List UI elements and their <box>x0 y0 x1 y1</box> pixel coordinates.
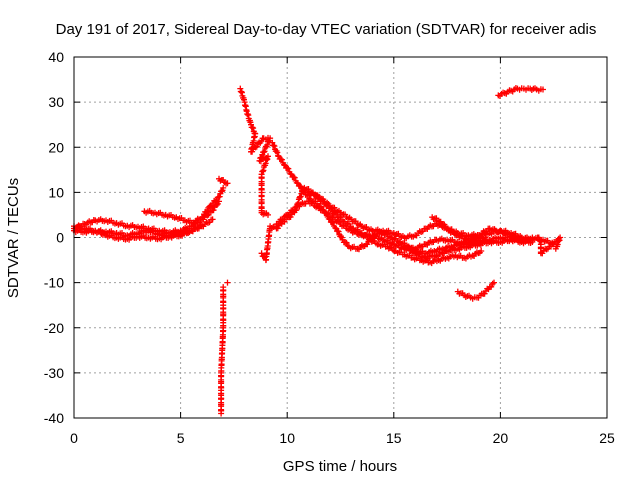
y-axis-title: SDTVAR / TECUs <box>5 178 22 298</box>
x-tick-label: 25 <box>599 430 615 446</box>
tick-labels: 0 5 10 15 20 25 40 30 20 10 0 -10 -20 -30 -40 <box>44 49 615 446</box>
data-point <box>277 156 284 162</box>
data-point <box>203 209 210 216</box>
data-point <box>297 183 303 190</box>
x-tick-label: 15 <box>386 430 402 446</box>
data-point <box>250 125 257 132</box>
data-point <box>200 214 206 220</box>
data-point <box>216 193 223 200</box>
data-point <box>343 239 350 246</box>
y-tick-label: -20 <box>44 320 64 336</box>
series-track-d <box>141 184 227 226</box>
data-point <box>210 207 217 214</box>
data-point <box>290 207 297 214</box>
data-point <box>491 279 497 286</box>
x-tick-label: 10 <box>279 430 295 446</box>
data-point <box>204 208 211 215</box>
data-point <box>249 148 256 155</box>
series-track-n <box>495 85 546 99</box>
y-tick-label: -40 <box>44 410 64 426</box>
chart-title: Day 191 of 2017, Sidereal Day-to-day VTE… <box>56 21 597 38</box>
data-point <box>278 156 285 163</box>
data-point <box>209 216 216 223</box>
data-point <box>198 221 205 228</box>
data-point <box>364 241 371 248</box>
data-point <box>478 248 485 254</box>
data-point <box>220 184 227 191</box>
data-point <box>218 410 225 417</box>
data-point <box>278 217 285 223</box>
data-point <box>274 149 281 156</box>
x-tick-label: 0 <box>70 430 78 446</box>
data-point <box>258 250 265 257</box>
data-point <box>265 138 271 145</box>
data-point <box>284 165 291 171</box>
data-point <box>324 199 331 206</box>
data-point <box>212 198 219 205</box>
x-tick-label: 5 <box>177 430 185 446</box>
data-point <box>249 124 256 131</box>
data-point <box>291 174 298 181</box>
data-point <box>265 137 272 144</box>
y-tick-label: 10 <box>48 184 64 200</box>
series-track-k <box>401 234 557 262</box>
data-point <box>270 142 277 149</box>
data-point <box>320 196 327 203</box>
data-point <box>253 143 260 150</box>
data-points <box>71 85 564 417</box>
data-point <box>224 180 231 187</box>
data-point <box>297 193 304 200</box>
series-track-l <box>429 214 525 244</box>
y-tick-label: 20 <box>48 139 64 155</box>
data-point <box>335 228 342 235</box>
series-track-m <box>454 279 497 302</box>
series-track-o <box>535 234 564 257</box>
y-tick-label: 40 <box>48 49 64 65</box>
data-point <box>285 165 292 172</box>
data-point <box>252 144 259 151</box>
data-point <box>552 245 559 252</box>
data-point <box>208 202 215 209</box>
data-point <box>481 290 488 297</box>
series-track-g <box>258 184 485 267</box>
y-tick-label: -30 <box>44 365 64 381</box>
data-point <box>218 188 225 195</box>
series-track-e <box>216 175 231 417</box>
data-point <box>489 280 496 287</box>
plot-frame <box>73 56 608 419</box>
data-point <box>441 221 448 228</box>
data-point <box>213 197 220 204</box>
data-point <box>271 143 278 150</box>
x-tick-label: 20 <box>493 430 509 446</box>
y-tick-label: -10 <box>44 275 64 291</box>
data-point <box>540 86 546 93</box>
data-point <box>329 219 335 226</box>
data-point <box>262 145 269 151</box>
data-point <box>290 174 297 180</box>
series-track-f <box>237 85 274 218</box>
data-point <box>265 211 271 218</box>
y-tick-label: 30 <box>48 94 64 110</box>
data-point <box>518 236 525 243</box>
y-tick-label: 0 <box>56 230 64 246</box>
data-point <box>298 183 305 190</box>
data-point <box>280 216 287 223</box>
data-point <box>224 279 231 286</box>
x-axis-title: GPS time / hours <box>283 458 397 475</box>
data-point <box>543 246 550 253</box>
